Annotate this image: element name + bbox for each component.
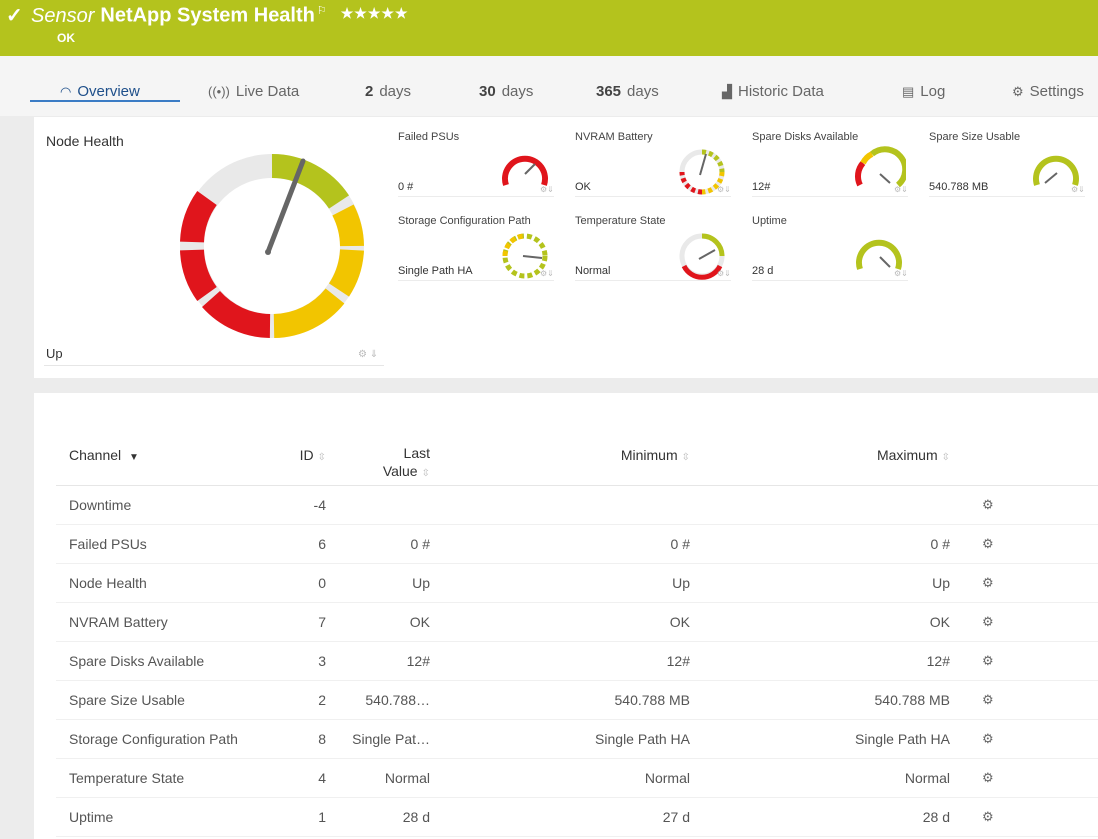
table-row[interactable]: Temperature State 4 Normal Normal Normal… bbox=[56, 758, 1098, 798]
tab-overview[interactable]: ◠ Overview bbox=[60, 83, 140, 100]
gauge-settings-icon[interactable]: ⚙ ⇓ bbox=[358, 349, 379, 360]
temperature-gauge-icon bbox=[679, 233, 725, 280]
gauge-settings-icon[interactable]: ⚙⇓ bbox=[540, 269, 554, 278]
channel-settings-icon[interactable]: ⚙ bbox=[982, 575, 994, 590]
channel-settings-icon[interactable]: ⚙ bbox=[982, 731, 994, 746]
failed-psus-gauge-icon bbox=[502, 155, 548, 186]
header-id[interactable]: ID ⇳ bbox=[266, 433, 326, 486]
tab-30-days[interactable]: 30 days bbox=[479, 83, 534, 100]
table-header-row: Channel ▼ ID ⇳ Last Value ⇳ Minimum ⇳ Maxim… bbox=[56, 433, 1098, 486]
table-row[interactable]: Failed PSUs 6 0 # 0 # 0 # ⚙ bbox=[56, 524, 1098, 564]
table-row[interactable]: NVRAM Battery 7 OK OK OK ⚙ bbox=[56, 602, 1098, 642]
channel-settings-icon[interactable]: ⚙ bbox=[982, 770, 994, 785]
sensor-prefix: Sensor bbox=[31, 4, 95, 27]
gauge-failed-psus[interactable]: Failed PSUs 0 # ⚙⇓ bbox=[398, 117, 570, 197]
live-data-icon: ((•)) bbox=[208, 84, 230, 99]
sensor-status: OK bbox=[57, 31, 75, 45]
header-minimum[interactable]: Minimum ⇳ bbox=[430, 433, 690, 486]
sort-icon: ⇳ bbox=[317, 452, 326, 463]
gauge-settings-icon[interactable]: ⚙⇓ bbox=[894, 185, 908, 194]
header-maximum[interactable]: Maximum ⇳ bbox=[690, 433, 950, 486]
sort-icon: ⇳ bbox=[421, 468, 430, 479]
tab-365-days[interactable]: 365 days bbox=[596, 83, 659, 100]
spare-disks-gauge-icon bbox=[855, 146, 906, 188]
gauge-settings-icon[interactable]: ⚙⇓ bbox=[894, 269, 908, 278]
channels-panel: Channel ▼ ID ⇳ Last Value ⇳ Minimum ⇳ Maxim… bbox=[34, 393, 1098, 839]
check-icon: ✓ bbox=[6, 5, 23, 27]
nvram-battery-gauge-icon bbox=[679, 149, 725, 195]
header-last-value[interactable]: Last Value ⇳ bbox=[326, 433, 430, 486]
table-row[interactable]: Spare Size Usable 2 540.788… 540.788 MB … bbox=[56, 680, 1098, 720]
channels-table: Channel ▼ ID ⇳ Last Value ⇳ Minimum ⇳ Maxim… bbox=[56, 433, 1098, 837]
channel-settings-icon[interactable]: ⚙ bbox=[982, 497, 994, 512]
table-row[interactable]: Spare Disks Available 3 12# 12# 12# ⚙ bbox=[56, 641, 1098, 681]
log-icon: ▤ bbox=[902, 84, 915, 99]
table-row[interactable]: Storage Configuration Path 8 Single Pat…… bbox=[56, 719, 1098, 759]
gauge-settings-icon[interactable]: ⚙⇓ bbox=[717, 269, 731, 278]
tab-log[interactable]: ▤ Log bbox=[902, 83, 946, 100]
active-tab-indicator bbox=[30, 100, 180, 102]
sensor-header: ✓ Sensor NetApp System Health ⚐ ★★★★★ OK bbox=[0, 0, 1098, 56]
storage-config-gauge-icon bbox=[502, 233, 548, 279]
sort-desc-icon: ▼ bbox=[129, 452, 139, 463]
chart-icon: ▟ bbox=[722, 84, 732, 99]
channel-settings-icon[interactable]: ⚙ bbox=[982, 536, 994, 551]
gauge-spare-disks-available[interactable]: Spare Disks Available 12# ⚙⇓ bbox=[752, 117, 924, 197]
channel-settings-icon[interactable]: ⚙ bbox=[982, 653, 994, 668]
channel-settings-icon[interactable]: ⚙ bbox=[982, 809, 994, 824]
gauge-settings-icon[interactable]: ⚙⇓ bbox=[540, 185, 554, 194]
gear-icon: ⚙ bbox=[1012, 84, 1024, 99]
sort-icon: ⇳ bbox=[681, 452, 690, 463]
spare-size-gauge-icon bbox=[1033, 155, 1079, 186]
tab-settings[interactable]: ⚙ Settings bbox=[1012, 83, 1084, 100]
sensor-name: NetApp System Health bbox=[100, 4, 315, 27]
channel-settings-icon[interactable]: ⚙ bbox=[982, 614, 994, 629]
node-health-gauge[interactable] bbox=[177, 151, 367, 341]
gauges-panel: Node Health Up ⚙ ⇓ Failed PSUs 0 # ⚙⇓ NV… bbox=[34, 117, 1098, 378]
channel-settings-icon[interactable]: ⚙ bbox=[982, 692, 994, 707]
priority-stars[interactable]: ★★★★★ bbox=[340, 4, 409, 21]
divider bbox=[44, 365, 384, 366]
node-health-value: Up bbox=[46, 346, 63, 361]
node-health-title: Node Health bbox=[46, 133, 124, 149]
gauge-temperature-state[interactable]: Temperature State Normal ⚙⇓ bbox=[575, 201, 747, 281]
gauge-icon: ◠ bbox=[60, 84, 72, 99]
sensor-title: Sensor NetApp System Health ⚐ ★★★★★ bbox=[31, 4, 409, 28]
gauge-uptime[interactable]: Uptime 28 d ⚙⇓ bbox=[752, 201, 924, 281]
tab-historic-data[interactable]: ▟ Historic Data bbox=[722, 83, 824, 100]
gauge-nvram-battery[interactable]: NVRAM Battery OK ⚙⇓ bbox=[575, 117, 747, 197]
table-row[interactable]: Uptime 1 28 d 27 d 28 d ⚙ bbox=[56, 797, 1098, 837]
tab-bar: ◠ Overview ((•)) Live Data 2 days 30 days 36… bbox=[0, 56, 1098, 116]
gauge-spare-size-usable[interactable]: Spare Size Usable 540.788 MB ⚙⇓ bbox=[929, 117, 1098, 197]
table-row[interactable]: Node Health 0 Up Up Up ⚙ bbox=[56, 563, 1098, 603]
flag-icon[interactable]: ⚐ bbox=[316, 5, 327, 17]
header-channel[interactable]: Channel ▼ bbox=[56, 433, 266, 486]
gauge-settings-icon[interactable]: ⚙⇓ bbox=[1071, 185, 1085, 194]
uptime-gauge-icon bbox=[856, 239, 902, 270]
gauge-storage-configuration-path[interactable]: Storage Configuration Path Single Path H… bbox=[398, 201, 570, 281]
tab-2-days[interactable]: 2 days bbox=[365, 83, 412, 100]
gauge-settings-icon[interactable]: ⚙⇓ bbox=[717, 185, 731, 194]
tab-live-data[interactable]: ((•)) Live Data bbox=[208, 83, 300, 100]
sort-icon: ⇳ bbox=[941, 452, 950, 463]
table-row[interactable]: Downtime -4 ⚙ bbox=[56, 485, 1098, 525]
